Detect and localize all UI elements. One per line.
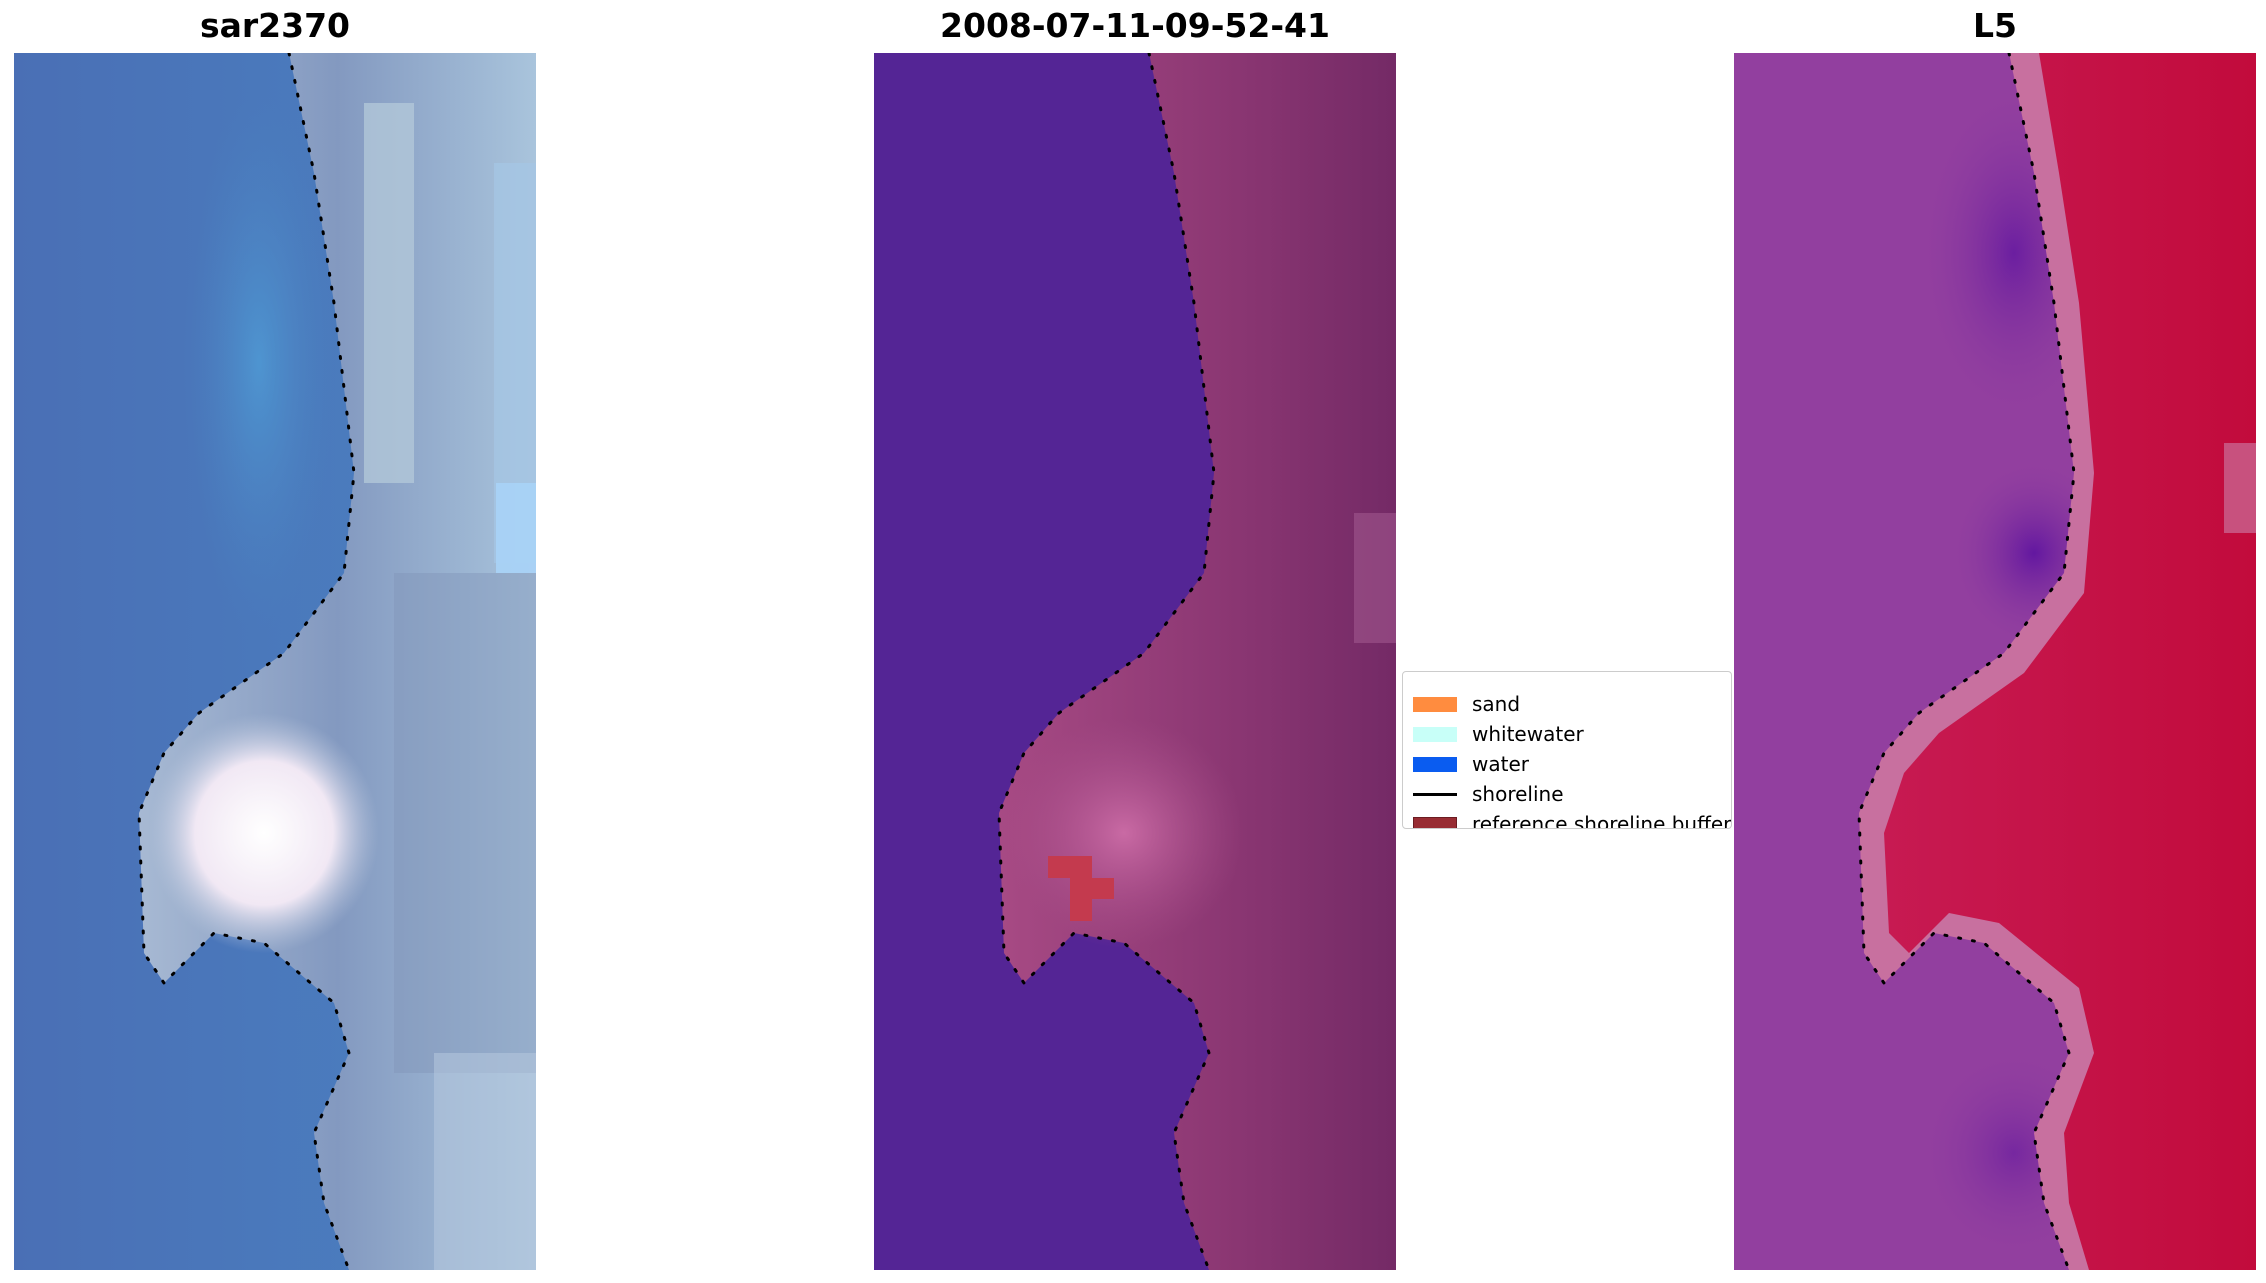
legend-swatch-water [1413, 756, 1457, 772]
reference-shoreline-buffer-patch [1048, 856, 1114, 921]
index-image-canvas [1734, 53, 2256, 1270]
legend-label-whitewater: whitewater [1472, 722, 1584, 746]
legend-label-reference-buffer: reference shoreline buffer [1472, 812, 1732, 829]
legend-label-sand: sand [1472, 692, 1521, 716]
classified-image-canvas [874, 53, 1396, 1270]
legend-item-water: water [1413, 749, 1529, 779]
legend-label-water: water [1472, 752, 1529, 776]
panel-title-index: L5 [1973, 6, 2017, 45]
panel-title-date: 2008-07-11-09-52-41 [940, 6, 1330, 45]
legend-item-whitewater: whitewater [1413, 719, 1584, 749]
shoreline-line [137, 53, 356, 1270]
legend-item-reference-buffer: reference shoreline buffer [1413, 809, 1732, 829]
legend-item-shoreline: shoreline [1413, 779, 1564, 809]
shoreline-line [1857, 53, 2076, 1270]
legend-swatch-whitewater [1413, 726, 1457, 742]
legend: sand whitewater water shoreline referenc… [1402, 671, 1732, 829]
legend-label-shoreline: shoreline [1472, 782, 1564, 806]
legend-swatch-sand [1413, 696, 1457, 712]
index-image [1734, 53, 2256, 1270]
legend-item-sand: sand [1413, 689, 1520, 719]
classified-image [874, 53, 1396, 1270]
panel-title-sar: sar2370 [199, 6, 351, 45]
legend-swatch-reference-buffer [1413, 816, 1457, 828]
rgb-image-canvas [14, 53, 536, 1270]
shoreline-line [997, 53, 1216, 1270]
legend-swatch-shoreline [1413, 792, 1457, 796]
rgb-satellite-image [14, 53, 536, 1270]
